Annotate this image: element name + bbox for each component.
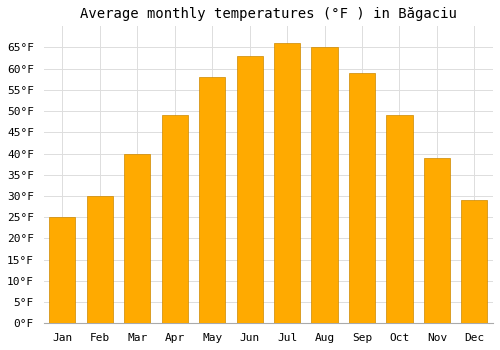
Bar: [199, 77, 226, 323]
Bar: [86, 196, 113, 323]
Bar: [386, 116, 412, 323]
Bar: [349, 73, 375, 323]
Bar: [50, 217, 76, 323]
Bar: [124, 154, 150, 323]
Bar: [312, 48, 338, 323]
Bar: [236, 56, 262, 323]
Bar: [274, 43, 300, 323]
Bar: [424, 158, 450, 323]
Title: Average monthly temperatures (°F ) in Băgaciu: Average monthly temperatures (°F ) in Bă…: [80, 7, 457, 21]
Bar: [162, 116, 188, 323]
Bar: [461, 200, 487, 323]
